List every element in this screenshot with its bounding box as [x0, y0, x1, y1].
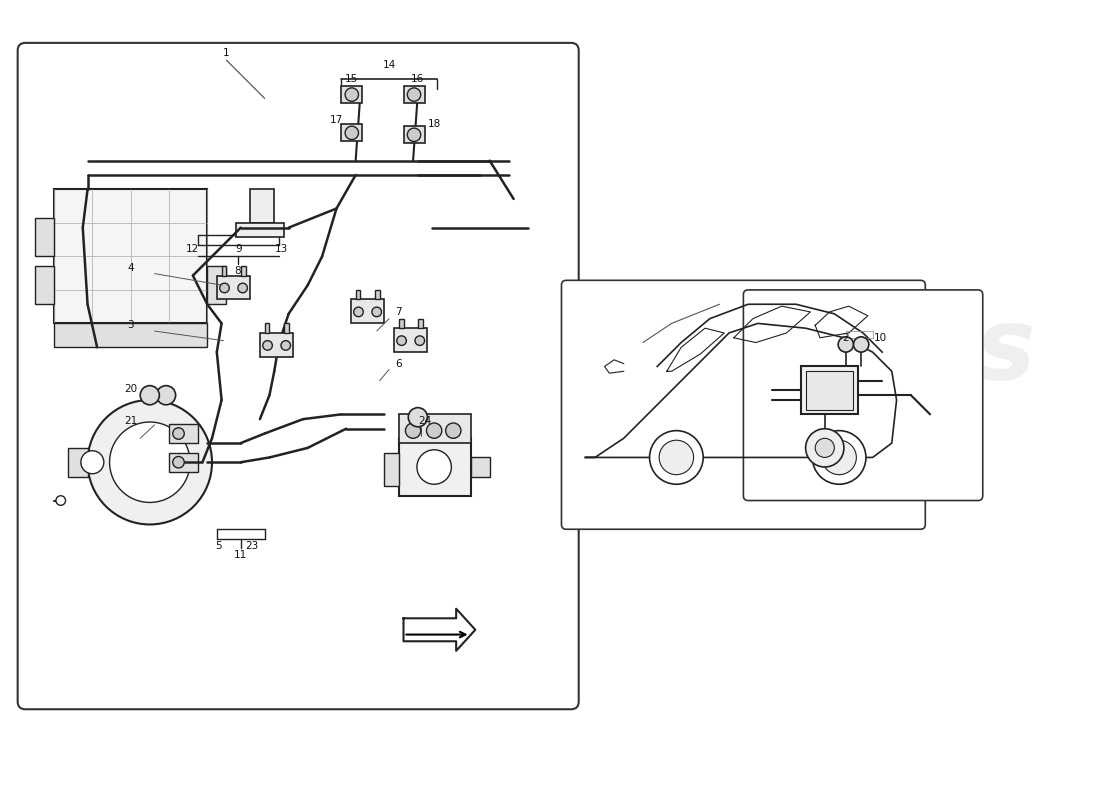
- Circle shape: [408, 408, 428, 427]
- Circle shape: [372, 307, 382, 317]
- Text: 2: 2: [843, 333, 849, 342]
- Text: 7: 7: [395, 307, 402, 317]
- Text: 5: 5: [216, 541, 222, 550]
- Bar: [351, 299, 384, 323]
- Circle shape: [156, 386, 176, 405]
- Circle shape: [815, 438, 834, 458]
- Circle shape: [263, 341, 273, 350]
- Bar: [54, 323, 207, 347]
- Text: 14: 14: [383, 60, 396, 70]
- Bar: [805, 371, 854, 410]
- Bar: [404, 126, 425, 143]
- Bar: [394, 328, 428, 352]
- Bar: [169, 424, 198, 443]
- Circle shape: [812, 430, 866, 484]
- Circle shape: [659, 440, 694, 474]
- FancyBboxPatch shape: [744, 290, 982, 501]
- Circle shape: [805, 429, 844, 467]
- Bar: [241, 266, 245, 275]
- Circle shape: [280, 341, 290, 350]
- Bar: [35, 218, 54, 256]
- Bar: [471, 458, 490, 477]
- Bar: [404, 86, 425, 103]
- Text: 10: 10: [873, 333, 887, 342]
- Circle shape: [140, 386, 159, 405]
- Bar: [398, 318, 404, 328]
- Bar: [236, 223, 284, 238]
- Bar: [341, 124, 362, 142]
- Text: 20: 20: [124, 383, 138, 394]
- Bar: [398, 438, 471, 496]
- Circle shape: [406, 423, 420, 438]
- Bar: [68, 448, 88, 477]
- Bar: [54, 190, 207, 323]
- Text: 23: 23: [245, 541, 258, 550]
- Text: 17: 17: [330, 115, 343, 126]
- Circle shape: [407, 88, 420, 102]
- Circle shape: [238, 283, 248, 293]
- Bar: [35, 266, 54, 304]
- Text: 16: 16: [411, 74, 425, 84]
- Bar: [341, 86, 362, 103]
- Circle shape: [397, 336, 406, 346]
- Bar: [260, 333, 294, 357]
- Bar: [207, 266, 227, 304]
- Text: 1: 1: [223, 49, 230, 58]
- Circle shape: [345, 88, 359, 102]
- Circle shape: [822, 440, 857, 474]
- Text: 18: 18: [428, 119, 441, 130]
- Circle shape: [173, 428, 185, 439]
- Text: 4: 4: [128, 263, 134, 273]
- Circle shape: [446, 423, 461, 438]
- FancyBboxPatch shape: [561, 280, 925, 530]
- Bar: [217, 275, 251, 299]
- Text: 21: 21: [124, 416, 138, 426]
- Bar: [251, 190, 274, 223]
- Circle shape: [407, 128, 420, 142]
- Text: 6: 6: [395, 358, 402, 369]
- Bar: [284, 323, 288, 333]
- Circle shape: [220, 283, 229, 293]
- Circle shape: [354, 307, 363, 317]
- Text: a passion for parts since 1985: a passion for parts since 1985: [483, 438, 860, 514]
- Circle shape: [417, 450, 451, 484]
- FancyBboxPatch shape: [18, 43, 579, 710]
- Circle shape: [173, 457, 185, 468]
- Text: 13: 13: [274, 244, 287, 254]
- Text: 12: 12: [186, 244, 199, 254]
- Bar: [221, 266, 227, 275]
- Circle shape: [56, 496, 66, 506]
- Circle shape: [838, 337, 854, 352]
- Circle shape: [854, 337, 869, 352]
- Circle shape: [415, 336, 425, 346]
- Text: 24: 24: [418, 416, 431, 426]
- Bar: [398, 414, 471, 443]
- Bar: [384, 453, 398, 486]
- Text: eurospares: eurospares: [403, 304, 1036, 401]
- Bar: [801, 366, 858, 414]
- Text: 11: 11: [234, 550, 248, 560]
- Circle shape: [110, 422, 190, 502]
- Circle shape: [88, 400, 212, 525]
- Circle shape: [427, 423, 442, 438]
- Text: 8: 8: [234, 266, 241, 276]
- Bar: [375, 290, 379, 299]
- Circle shape: [81, 450, 103, 474]
- Circle shape: [650, 430, 703, 484]
- Bar: [169, 453, 198, 472]
- Bar: [265, 323, 269, 333]
- Bar: [355, 290, 361, 299]
- Text: 3: 3: [128, 320, 134, 330]
- Circle shape: [345, 126, 359, 139]
- Text: 15: 15: [345, 74, 359, 84]
- Bar: [418, 318, 422, 328]
- Text: 9: 9: [235, 244, 242, 254]
